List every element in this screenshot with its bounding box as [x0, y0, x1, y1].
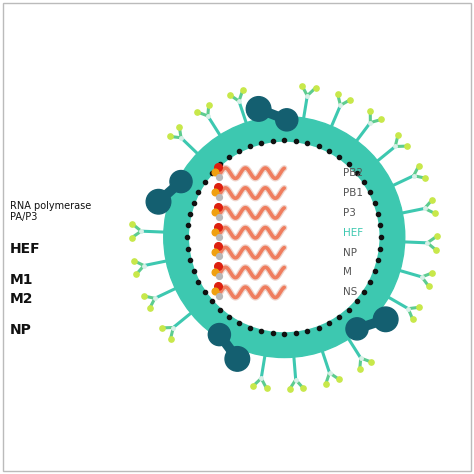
Text: P3: P3	[343, 208, 356, 218]
Circle shape	[164, 117, 405, 357]
Circle shape	[246, 97, 271, 121]
Text: PB1: PB1	[343, 188, 364, 198]
Text: M1: M1	[10, 273, 34, 287]
Text: M: M	[343, 267, 352, 277]
Text: NS: NS	[343, 287, 358, 297]
Text: PB2: PB2	[343, 168, 364, 178]
Circle shape	[170, 171, 192, 192]
Text: HEF: HEF	[343, 228, 364, 238]
Text: HEF: HEF	[10, 242, 41, 256]
Text: M2: M2	[10, 292, 34, 306]
Circle shape	[146, 190, 171, 214]
Text: RNA polymerase: RNA polymerase	[10, 201, 91, 211]
Circle shape	[374, 307, 398, 332]
Circle shape	[276, 109, 298, 131]
Text: NP: NP	[10, 323, 32, 337]
Circle shape	[225, 346, 250, 371]
Circle shape	[190, 143, 379, 331]
Circle shape	[346, 318, 368, 340]
Text: PA/P3: PA/P3	[10, 212, 37, 222]
Circle shape	[208, 324, 230, 346]
Text: NP: NP	[343, 247, 357, 257]
